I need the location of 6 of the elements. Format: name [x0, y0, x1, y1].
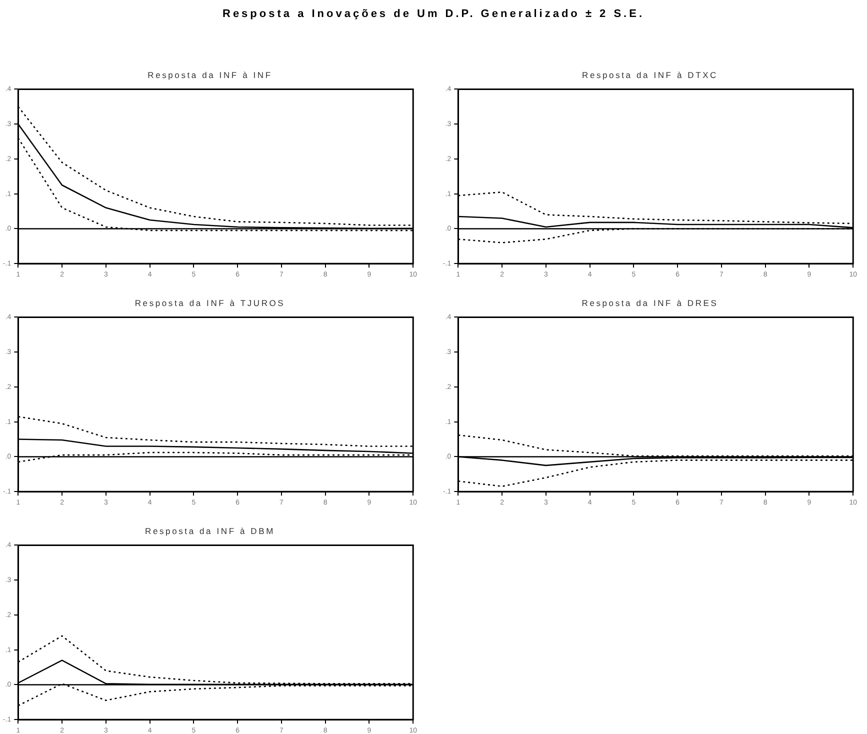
- chart-title: Resposta da INF à DBM: [144, 525, 276, 538]
- chart-title: Resposta da INF à TJUROS: [134, 297, 286, 310]
- chart-title: Resposta da INF à DTXC: [581, 69, 719, 82]
- chart-title: Resposta da INF à DRES: [580, 297, 720, 310]
- chart-subtitle: Resposta da INF à INF: [146, 69, 274, 82]
- chart-title: Resposta a Inovações de Um D.P. Generalizado ± 2 S.E.: [222, 8, 646, 20]
